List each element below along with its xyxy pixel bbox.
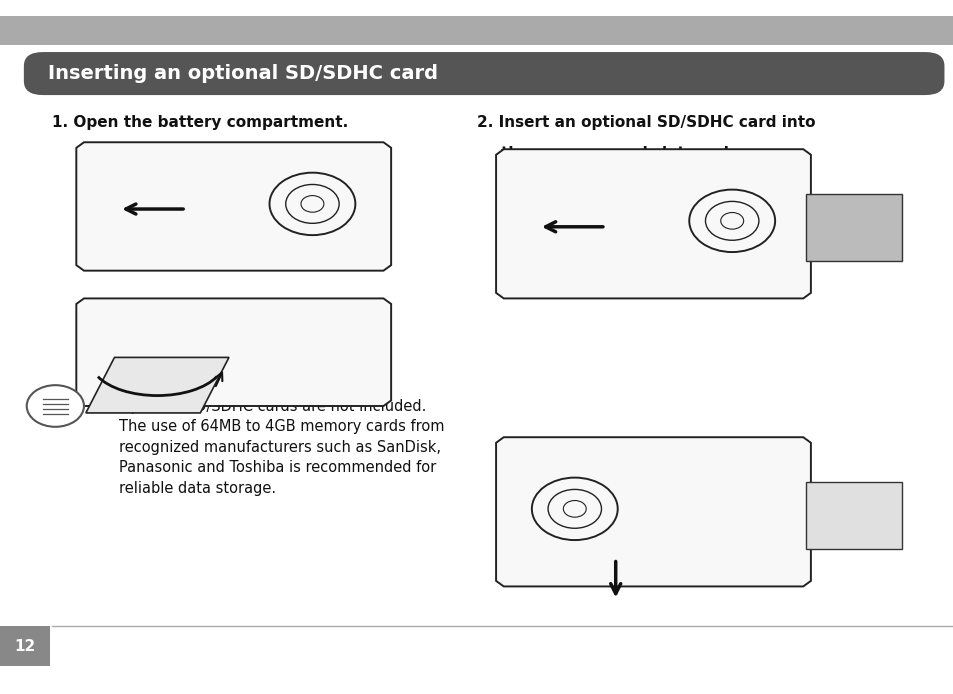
FancyBboxPatch shape bbox=[0, 16, 953, 45]
FancyBboxPatch shape bbox=[805, 482, 901, 549]
Text: 12: 12 bbox=[14, 638, 35, 654]
Text: Optional SD/SDHC cards are not included.
The use of 64MB to 4GB memory cards fro: Optional SD/SDHC cards are not included.… bbox=[119, 399, 444, 496]
Text: 1. Open the battery compartment.: 1. Open the battery compartment. bbox=[52, 115, 349, 130]
Text: 2. Insert an optional SD/SDHC card into: 2. Insert an optional SD/SDHC card into bbox=[476, 115, 815, 130]
FancyBboxPatch shape bbox=[805, 194, 901, 261]
Polygon shape bbox=[496, 149, 810, 298]
FancyBboxPatch shape bbox=[0, 626, 50, 666]
Circle shape bbox=[27, 385, 84, 427]
FancyBboxPatch shape bbox=[24, 52, 943, 95]
Polygon shape bbox=[76, 142, 391, 271]
Polygon shape bbox=[86, 357, 229, 413]
Text: the memory card slot as shown.: the memory card slot as shown. bbox=[500, 146, 775, 161]
Polygon shape bbox=[496, 437, 810, 586]
Polygon shape bbox=[76, 298, 391, 406]
Text: Inserting an optional SD/SDHC card: Inserting an optional SD/SDHC card bbox=[48, 64, 437, 83]
